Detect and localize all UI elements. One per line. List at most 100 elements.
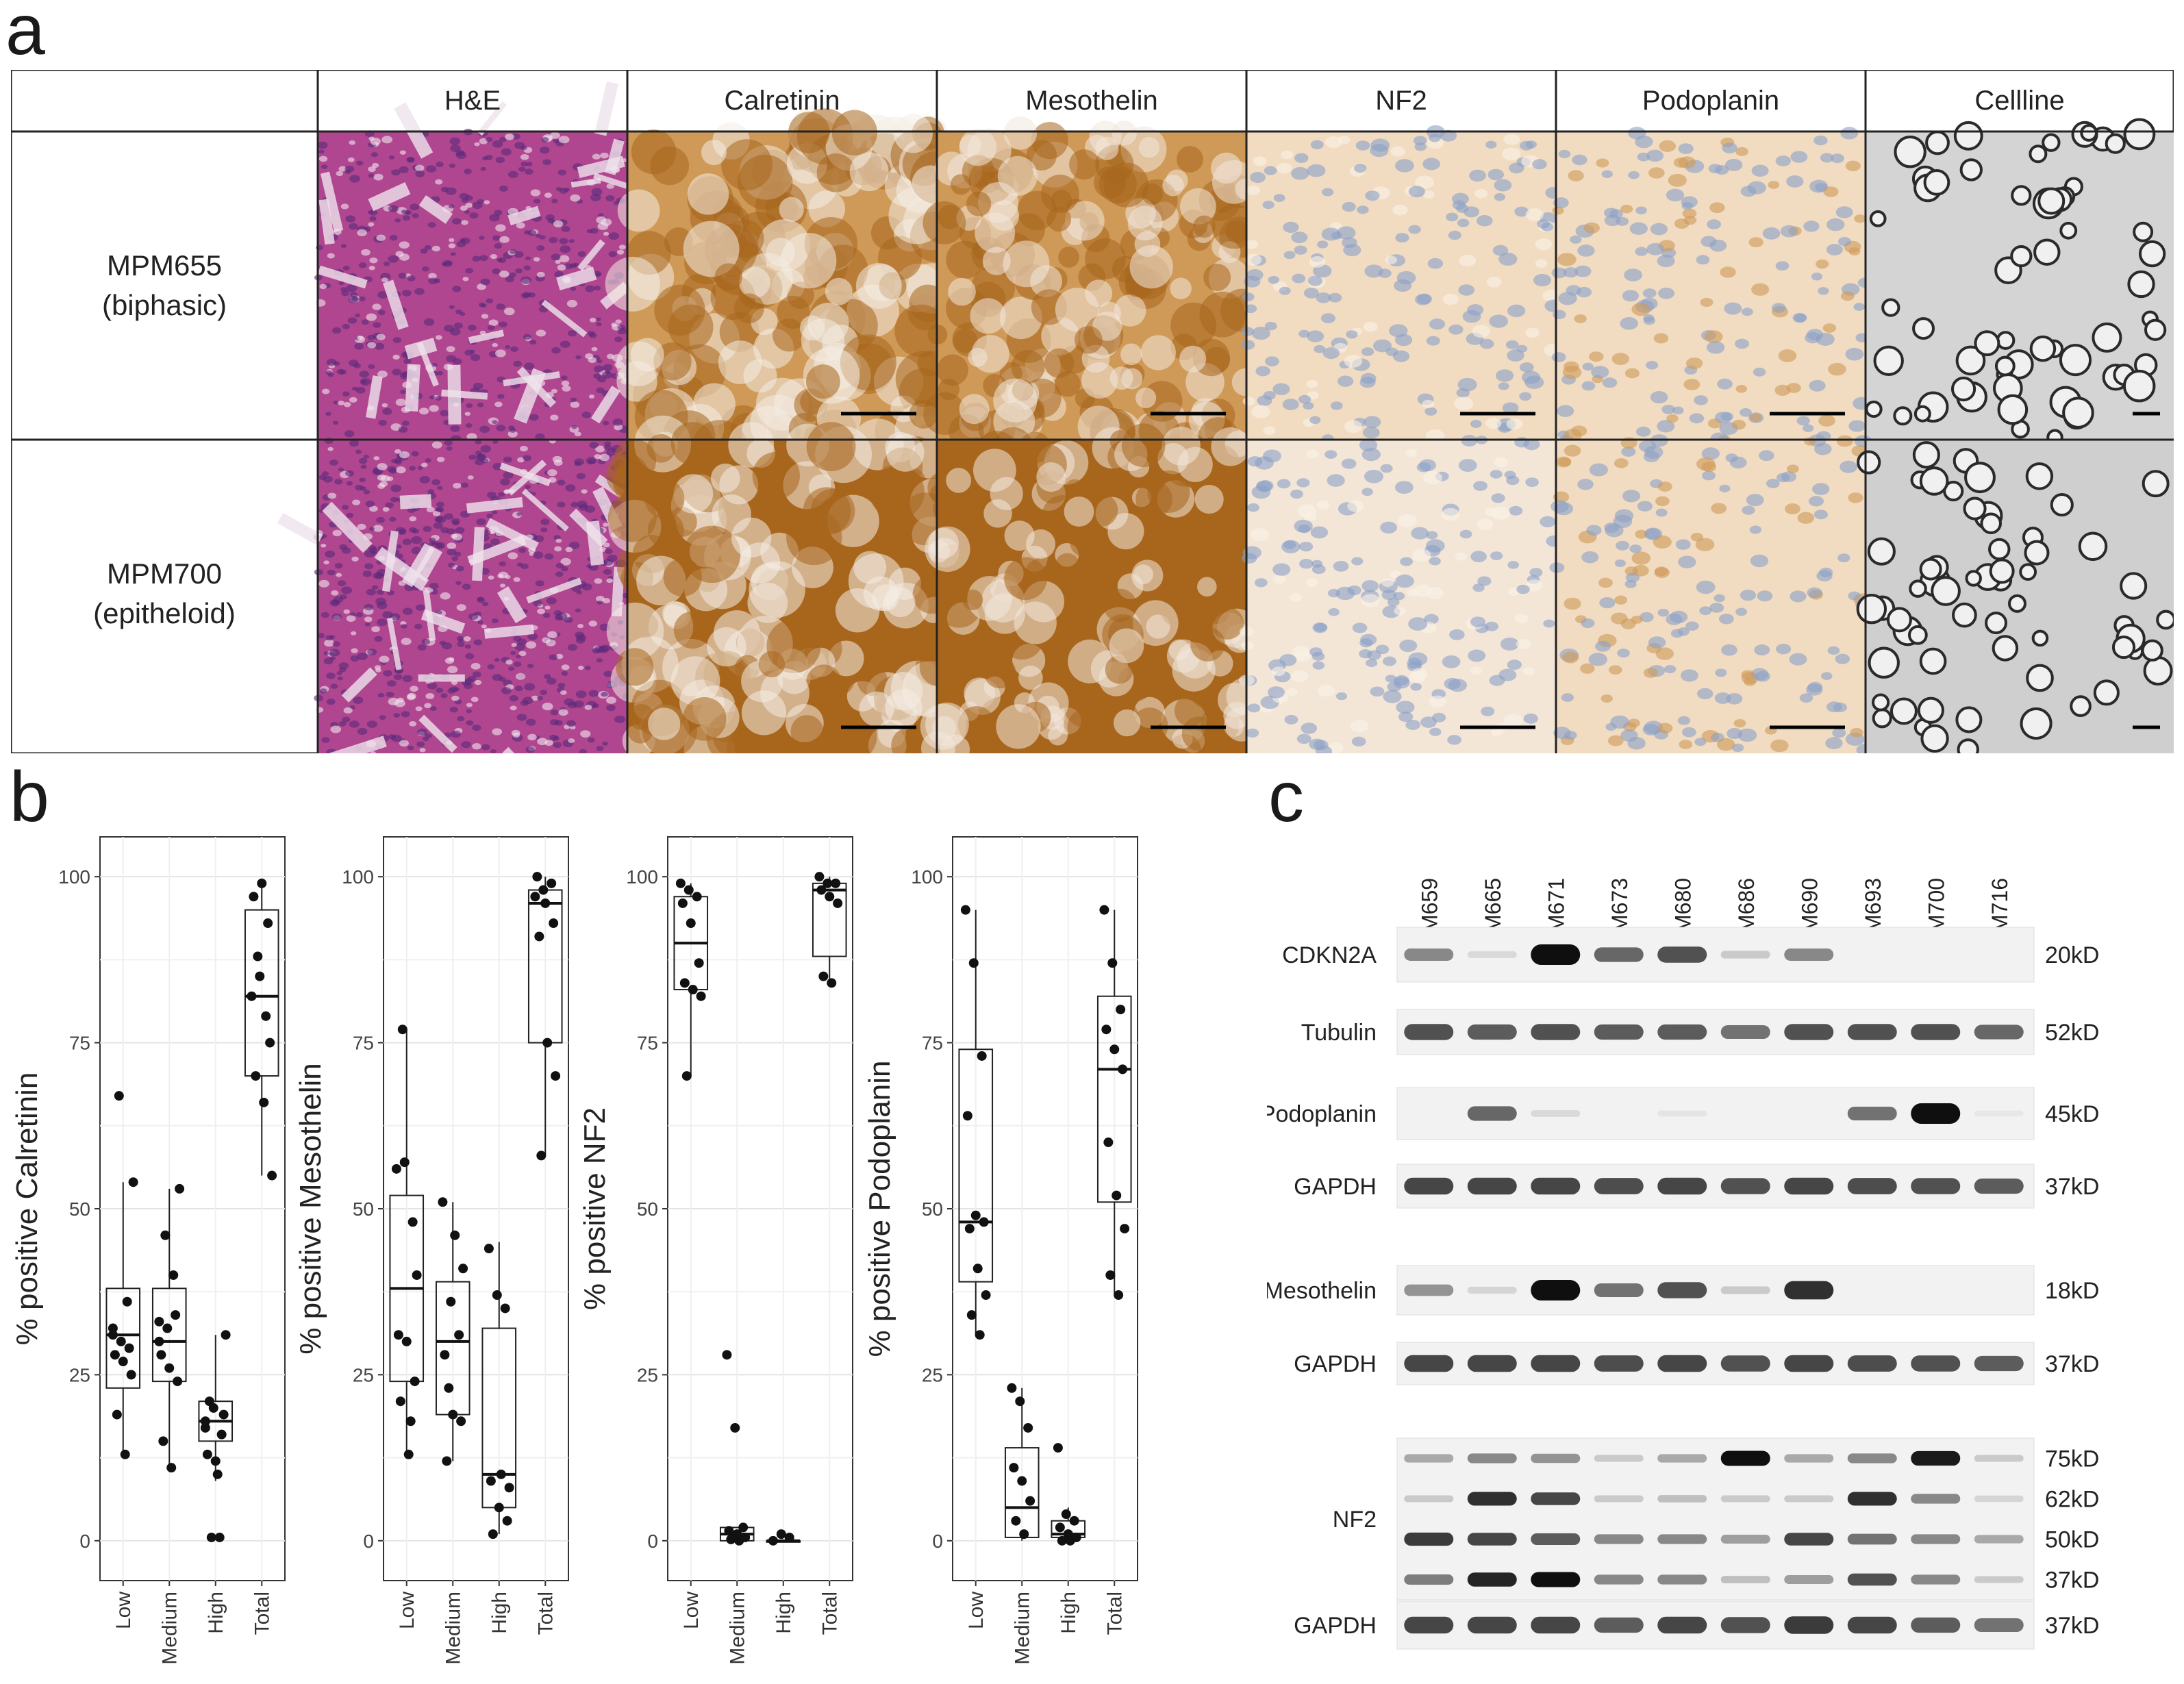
data-point [1105,1270,1116,1280]
band [1911,1494,1961,1504]
data-point [122,1296,132,1307]
band [1847,1355,1897,1372]
y-tick-label: 50 [353,1198,374,1220]
band [1404,1284,1454,1296]
band [1784,1355,1834,1372]
data-point [440,1350,450,1360]
data-point [1025,1496,1035,1506]
band [1467,1492,1517,1506]
data-point [403,1449,414,1459]
band [1657,1355,1707,1372]
data-point [1023,1422,1033,1433]
data-point [962,1111,972,1121]
band [1531,1572,1581,1587]
band [1847,1573,1897,1586]
y-tick-label: 75 [69,1033,90,1054]
band [1404,948,1454,961]
x-tick-label: High [205,1592,227,1634]
data-point [500,1303,510,1314]
col-header-nf2: NF2 [1375,86,1427,116]
x-tick-label: Medium [158,1592,181,1665]
data-point [816,885,827,895]
data-point [397,1025,407,1035]
box [151,1287,187,1383]
col-header-he: H&E [444,86,501,116]
boxplot-panel: 0 25 50 75 100 % positive Calretinin Low Medium… [10,836,1138,1665]
band [1720,1617,1770,1633]
y-tick-label: 50 [637,1198,658,1220]
data-point [393,1330,403,1340]
data-point [831,878,841,888]
data-point [724,1526,734,1536]
x-tick-label: High [488,1592,511,1634]
band [1847,1533,1897,1545]
col-header-mesothelin: Mesothelin [1025,86,1157,116]
data-point [979,1217,989,1227]
data-point [261,1011,271,1021]
data-point [263,918,273,929]
y-tick-label: 75 [922,1033,943,1054]
band [1467,1355,1517,1372]
data-point [502,1516,512,1526]
data-point [538,885,549,895]
y-tick-label: 100 [342,866,374,888]
data-point [450,1230,460,1240]
x-tick-label: Low [112,1592,135,1629]
data-point [156,1350,166,1360]
y-tick-label: 50 [69,1198,90,1220]
blot-mesothelin: 18kD Mesothelin [1267,1265,2099,1316]
band [1404,1574,1454,1585]
data-point [210,1456,221,1466]
data-point [696,991,706,1001]
data-point [247,991,257,1001]
data-point [964,1224,975,1234]
band [1974,1495,2024,1503]
data-point [532,872,542,882]
boxplot-1: 0 25 50 75 100 % positive Calretinin Low Medium… [10,836,286,1665]
western-blot-panel: MPM659 MPM665 MPM671 MPM673 MPM680 MPM686 MPM6… [1267,878,2099,1650]
panel-b-label: b [10,757,49,837]
band [1657,1616,1707,1634]
data-point [158,1436,168,1446]
data-point [448,1409,458,1420]
podoplanin-image-mpm700 [1549,434,1875,753]
band [1911,1355,1961,1372]
data-point [221,1330,231,1340]
data-point [1099,905,1109,915]
mesothelin-image-mpm655 [922,116,1264,459]
y-tick-label: 75 [637,1033,658,1054]
data-point [1055,1522,1065,1533]
size-label: 18kD [2045,1278,2099,1304]
data-point [975,1330,985,1340]
band [1720,1576,1770,1583]
data-point [218,1409,229,1420]
size-label: 50kD [2045,1527,2099,1553]
band [1594,1617,1644,1633]
band [1657,1574,1707,1585]
data-point [784,1532,794,1542]
data-point [454,1330,464,1340]
he-image-mpm655 [314,81,678,442]
y-axis-label: % positive Podoplanin [863,1061,896,1357]
data-point [675,878,686,888]
row-subtype-biphasic: (biphasic) [102,289,227,321]
data-point [694,958,704,968]
col-header-podoplanin: Podoplanin [1642,86,1779,116]
band [1974,1025,2024,1040]
size-label: 52kD [2045,1020,2099,1046]
data-point [1101,1025,1112,1035]
data-point [970,1210,981,1220]
data-point [410,1377,420,1387]
data-point [116,1336,126,1346]
data-point [114,1091,124,1101]
box [105,1287,141,1389]
x-tick-label: Total [534,1592,557,1635]
data-point [399,1157,410,1168]
band [1974,1110,2024,1117]
data-point [160,1230,171,1240]
data-point [981,1290,991,1300]
box [244,909,279,1077]
data-point [168,1270,179,1280]
boxplot-4: 0 25 50 75 100 % positive Podoplanin Low Medium… [863,836,1138,1665]
band [1404,1495,1454,1503]
